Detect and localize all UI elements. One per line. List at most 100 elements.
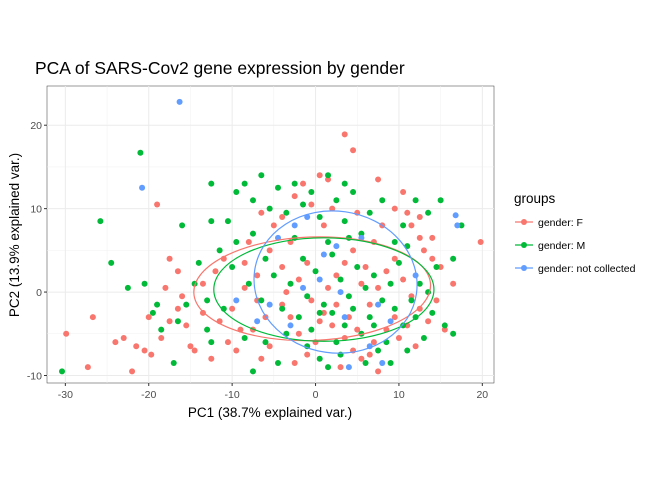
data-point: [379, 297, 386, 304]
data-point: [204, 326, 211, 333]
y-axis-ticks: -10 0 10 20: [27, 120, 47, 382]
data-point: [249, 197, 256, 204]
data-point: [375, 347, 382, 354]
data-point: [316, 355, 323, 362]
data-point: [387, 280, 394, 287]
data-point: [162, 284, 169, 291]
y-tick-label: 0: [36, 287, 42, 299]
data-point: [283, 209, 290, 216]
data-point: [262, 255, 269, 262]
data-point: [208, 339, 215, 346]
data-point: [416, 213, 423, 220]
data-point: [387, 318, 394, 325]
data-point: [137, 149, 144, 156]
data-point: [433, 297, 440, 304]
data-point: [477, 239, 484, 246]
data-point: [59, 368, 66, 375]
data-point: [325, 284, 332, 291]
data-point: [400, 276, 407, 283]
data-point: [258, 297, 265, 304]
data-point: [291, 193, 298, 200]
data-point: [345, 364, 352, 371]
data-point: [320, 301, 327, 308]
data-point: [366, 314, 373, 321]
data-point: [412, 343, 419, 350]
data-point: [89, 314, 96, 321]
data-point: [254, 318, 261, 325]
x-tick-label: 0: [313, 389, 319, 401]
data-point: [370, 322, 377, 329]
data-point: [208, 355, 215, 362]
x-axis-title: PC1 (38.7% explained var.): [188, 405, 352, 420]
legend-item: gender: F: [515, 217, 583, 229]
x-tick-label: 20: [476, 389, 488, 401]
legend-item: gender: not collected: [515, 263, 636, 275]
y-axis-title: PC2 (13.9% explained var.): [7, 153, 22, 317]
data-point: [254, 272, 261, 279]
data-point: [329, 309, 336, 316]
data-point: [316, 309, 323, 316]
data-point: [97, 218, 104, 225]
data-point: [437, 197, 444, 204]
data-point: [370, 272, 377, 279]
data-point: [412, 197, 419, 204]
data-point: [391, 314, 398, 321]
data-point: [312, 268, 319, 275]
data-point: [366, 209, 373, 216]
data-point: [154, 201, 161, 208]
data-point: [224, 218, 231, 225]
y-tick-label: -10: [27, 370, 42, 382]
data-point: [304, 293, 311, 300]
data-point: [400, 222, 407, 229]
data-point: [304, 213, 311, 220]
data-point: [295, 314, 302, 321]
data-point: [429, 255, 436, 262]
data-point: [308, 326, 315, 333]
data-point: [345, 293, 352, 300]
data-point: [333, 243, 340, 250]
y-tick-label: 20: [30, 120, 42, 132]
data-point: [391, 305, 398, 312]
data-point: [320, 309, 327, 316]
confidence-ellipse: [193, 236, 432, 342]
data-point: [300, 201, 307, 208]
data-point: [129, 368, 136, 375]
data-point: [291, 222, 298, 229]
data-point: [320, 222, 327, 229]
data-point: [329, 251, 336, 258]
data-point: [450, 280, 457, 287]
data-point: [258, 355, 265, 362]
data-point: [454, 222, 461, 229]
major-gridlines: [47, 86, 494, 383]
data-point: [337, 351, 344, 358]
y-tick-label: 10: [30, 204, 42, 216]
data-point: [174, 318, 181, 325]
data-point: [174, 268, 181, 275]
data-point: [158, 334, 165, 341]
data-point: [154, 301, 161, 308]
data-point: [441, 326, 448, 333]
data-point: [124, 284, 131, 291]
data-point: [408, 297, 415, 304]
data-point: [279, 301, 286, 308]
data-point: [300, 180, 307, 187]
data-point: [191, 347, 198, 354]
data-point: [279, 213, 286, 220]
data-point: [375, 368, 382, 375]
data-point: [425, 318, 432, 325]
data-point: [341, 259, 348, 266]
chart-title: PCA of SARS-Cov2 gene expression by gend…: [35, 58, 405, 78]
data-point: [229, 305, 236, 312]
data-point: [141, 347, 148, 354]
data-point: [400, 188, 407, 195]
data-point: [291, 359, 298, 366]
data-point: [279, 305, 286, 312]
data-point: [429, 234, 436, 241]
legend: groups gender: F gender: M gender: not col…: [514, 191, 636, 275]
data-point: [275, 359, 282, 366]
data-point: [375, 176, 382, 183]
data-point: [325, 172, 332, 179]
data-point: [199, 280, 206, 287]
x-axis-ticks: -30 -20 -10 0 10 20: [58, 383, 488, 401]
data-point: [224, 339, 231, 346]
